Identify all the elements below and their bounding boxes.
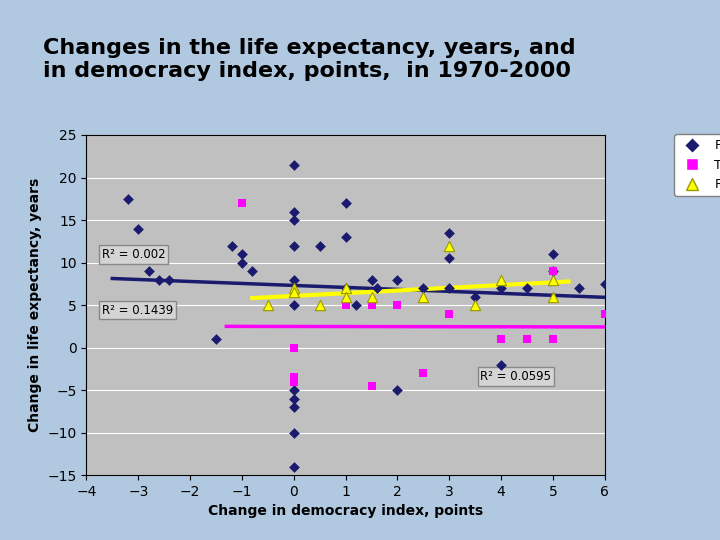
Point [547,292,559,301]
Point [314,301,325,309]
Point [547,267,559,275]
Point [418,369,429,377]
Point [288,403,300,411]
Point [444,254,455,262]
Point [444,228,455,237]
Point [366,292,377,301]
Point [122,194,134,203]
Point [288,343,300,352]
Point [350,301,361,309]
Point [288,275,300,284]
Point [547,335,559,343]
Point [288,160,300,169]
Point [163,275,175,284]
Point [288,207,300,216]
Point [210,335,222,343]
Point [340,292,351,301]
Point [132,224,144,233]
Point [444,241,455,250]
Point [288,428,300,437]
Point [547,249,559,258]
Point [469,301,481,309]
Point [236,199,248,207]
Point [340,284,351,293]
Point [288,394,300,403]
Point [495,360,507,369]
Point [371,284,382,293]
Point [392,301,403,309]
Point [236,249,248,258]
Point [340,301,351,309]
Text: R² = 0.0595: R² = 0.0595 [480,370,552,383]
Text: R² = 0.002: R² = 0.002 [102,248,166,261]
Point [288,241,300,250]
Point [288,215,300,224]
Point [236,258,248,267]
Text: Changes in the life expectancy, years, and
in democracy index, points,  in 1970-: Changes in the life expectancy, years, a… [43,38,576,81]
Text: R² = 0.1439: R² = 0.1439 [102,303,174,316]
Point [599,309,611,318]
Point [547,267,559,275]
Point [153,275,165,284]
Point [547,275,559,284]
Point [599,280,611,288]
Point [521,335,533,343]
Y-axis label: Change in life expectancy, years: Change in life expectancy, years [28,178,42,432]
Point [262,301,274,309]
Point [226,241,238,250]
Point [444,284,455,293]
Point [418,284,429,293]
Point [366,275,377,284]
Point [392,275,403,284]
Point [143,267,154,275]
Point [288,284,300,293]
Point [288,386,300,394]
Point [495,275,507,284]
Point [288,462,300,471]
Point [340,199,351,207]
Point [444,309,455,318]
Point [469,292,481,301]
Point [340,233,351,241]
Point [418,292,429,301]
Point [288,373,300,382]
Point [288,377,300,386]
Point [288,301,300,309]
Point [495,284,507,293]
Point [521,284,533,293]
Legend: POOR, TRANSITION, RICH: POOR, TRANSITION, RICH [675,134,720,196]
Point [495,335,507,343]
Point [288,288,300,296]
Point [392,386,403,394]
Point [246,267,258,275]
Point [314,241,325,250]
Point [573,284,585,293]
Point [366,382,377,390]
X-axis label: Change in democracy index, points: Change in democracy index, points [208,504,483,518]
Point [366,301,377,309]
Point [340,284,351,293]
